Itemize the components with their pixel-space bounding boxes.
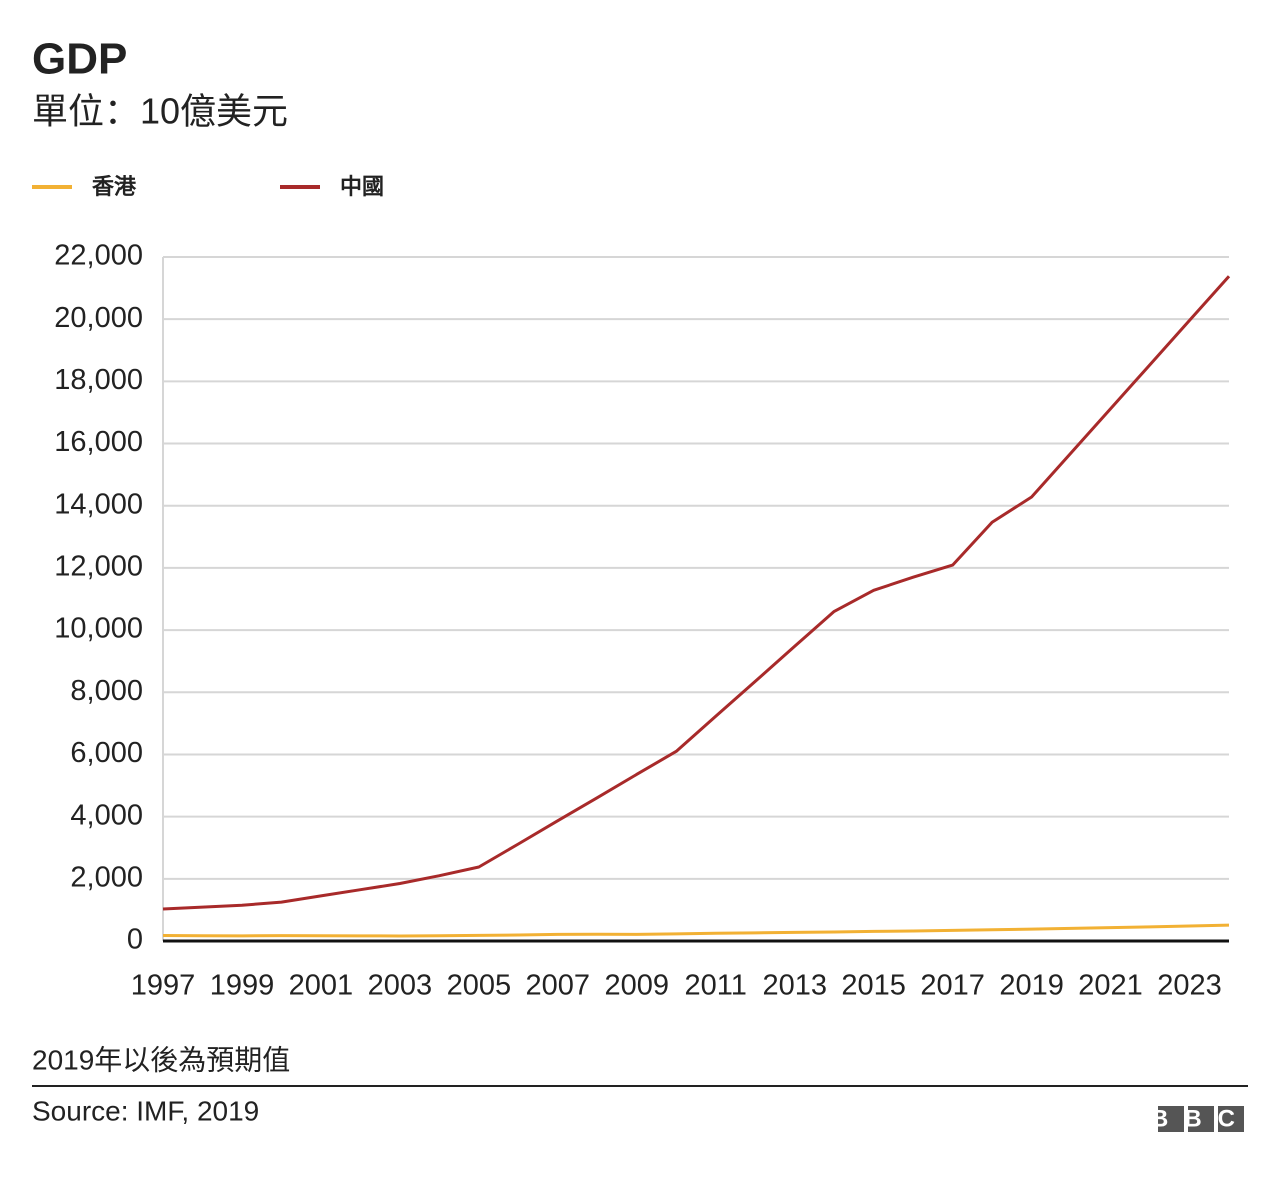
x-tick-label: 2015 (841, 970, 906, 1002)
x-tick-label: 2005 (447, 970, 512, 1002)
note: 2019年以後為預期值 (32, 1044, 290, 1075)
x-tick-label: 2011 (685, 970, 747, 1002)
x-tick-label: 2009 (605, 970, 670, 1002)
y-tick-label: 2,000 (70, 861, 143, 893)
logo-boxes (1158, 1106, 1244, 1132)
y-tick-label: 8,000 (70, 675, 143, 707)
y-tick-label: 22,000 (54, 240, 143, 272)
line (162, 275, 1231, 911)
x-tick-label: 2007 (526, 970, 591, 1002)
line (162, 923, 1230, 938)
x-tick-label: 2003 (368, 970, 433, 1002)
y-tick-label: 4,000 (70, 799, 143, 831)
x-tick-label: 2019 (999, 970, 1064, 1002)
x-tick-label: 2013 (762, 970, 827, 1002)
x-tick-label: 2017 (920, 970, 985, 1002)
x-tick-label: 2021 (1078, 970, 1143, 1002)
x-tick-label: 1999 (210, 970, 275, 1002)
x-tick-label: 1997 (131, 970, 196, 1002)
chart-subtitle: 單位：10億美元 (32, 91, 288, 132)
logo: BBC (1151, 1105, 1251, 1132)
y-tick-label: 12,000 (54, 551, 143, 583)
legend-label: 香港 (92, 174, 137, 199)
y-tick-label: 16,000 (54, 426, 143, 458)
x-tick-label: 2023 (1157, 970, 1222, 1002)
y-tick-label: 6,000 (70, 737, 143, 769)
chart-title: GDP (32, 35, 127, 84)
y-tick-label: 20,000 (54, 302, 143, 334)
y-tick-label: 14,000 (54, 488, 143, 520)
legend-label: 中國 (340, 174, 384, 199)
y-tick-label: 0 (127, 924, 143, 956)
x-tick-label: 2001 (289, 970, 354, 1002)
source: Source: IMF, 2019 (32, 1095, 259, 1126)
y-tick-label: 10,000 (54, 613, 143, 645)
y-tick-label: 18,000 (54, 364, 143, 396)
